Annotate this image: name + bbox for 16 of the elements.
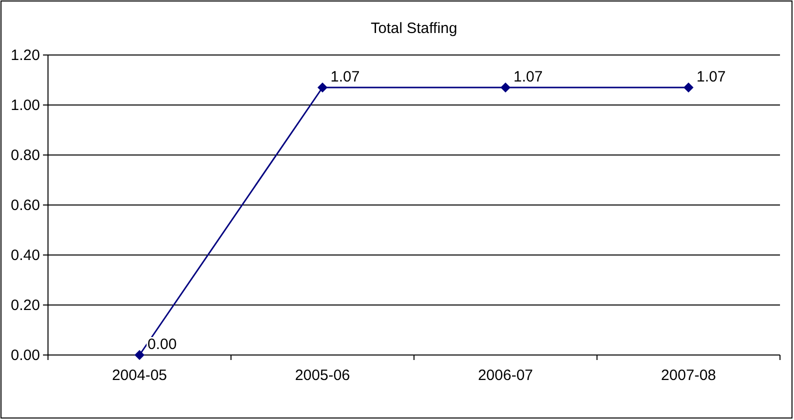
x-tick-label: 2004-05 xyxy=(112,367,168,384)
y-tick-label: 1.20 xyxy=(10,47,40,64)
y-tick-label: 1.00 xyxy=(10,97,40,114)
data-label: 0.00 xyxy=(148,336,177,353)
data-label: 1.07 xyxy=(330,68,360,86)
y-tick-label: 0.40 xyxy=(10,247,40,264)
x-tick-label: 2007-08 xyxy=(660,367,716,384)
x-tick-label: 2006-07 xyxy=(478,367,534,384)
x-tick-label: 2005-06 xyxy=(294,367,350,384)
y-tick-label: 0.60 xyxy=(10,197,40,214)
data-label: 1.07 xyxy=(696,68,726,86)
data-label: 1.07 xyxy=(514,68,543,86)
chart-title: Total Staffing xyxy=(370,20,458,37)
y-tick-label: 0.20 xyxy=(10,297,40,314)
y-tick-label: 0.00 xyxy=(10,347,40,364)
y-tick-label: 0.80 xyxy=(10,147,40,164)
